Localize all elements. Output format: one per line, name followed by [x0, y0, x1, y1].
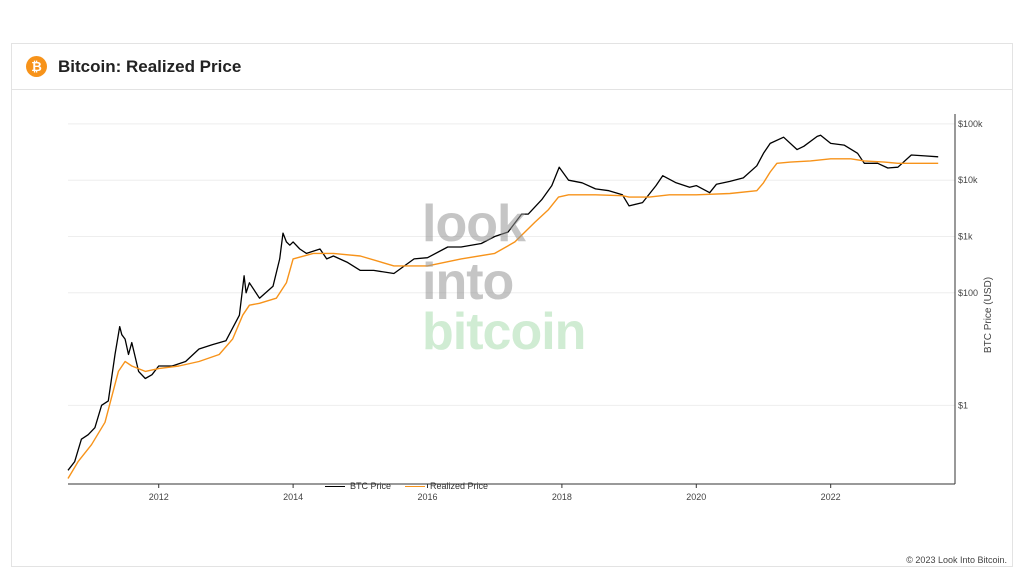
x-tick-label: 2012 [149, 492, 169, 502]
y-tick-label: $1 [958, 400, 968, 410]
y-tick-label: $100k [958, 119, 983, 129]
legend-item-btc[interactable]: BTC Price [325, 481, 391, 491]
y-axis-label: BTC Price (USD) [983, 277, 994, 353]
chart-legend: BTC Price Realized Price [325, 481, 488, 491]
y-tick-label: $1k [958, 231, 973, 241]
legend-label-btc: BTC Price [350, 481, 392, 491]
chart-card: ₿ Bitcoin: Realized Price [11, 43, 1013, 567]
bitcoin-logo-icon: ₿ [26, 56, 47, 77]
x-tick-label: 2016 [417, 492, 437, 502]
legend-swatch-realized [405, 485, 426, 487]
watermark-look: look [422, 195, 526, 253]
watermark-bitcoin: bitcoin [422, 303, 586, 361]
y-tick-label: $10k [958, 175, 978, 185]
legend-label-realized: Realized Price [430, 481, 489, 491]
x-tick-label: 2020 [686, 492, 706, 502]
watermark-into: into [422, 253, 514, 311]
y-tick-label: $100 [958, 288, 978, 298]
series-line-btc-price [67, 134, 939, 471]
x-tick-label: 2022 [821, 492, 841, 502]
copyright-text: © 2023 Look Into Bitcoin. [906, 555, 1007, 565]
series-line-realized-price [67, 158, 939, 479]
legend-item-realized[interactable]: Realized Price [405, 481, 488, 491]
x-tick-label: 2014 [283, 492, 303, 502]
page-title: Bitcoin: Realized Price [58, 57, 242, 76]
legend-swatch-btc [325, 485, 345, 487]
card-header: ₿ Bitcoin: Realized Price [12, 44, 1012, 90]
x-tick-label: 2018 [552, 492, 572, 502]
